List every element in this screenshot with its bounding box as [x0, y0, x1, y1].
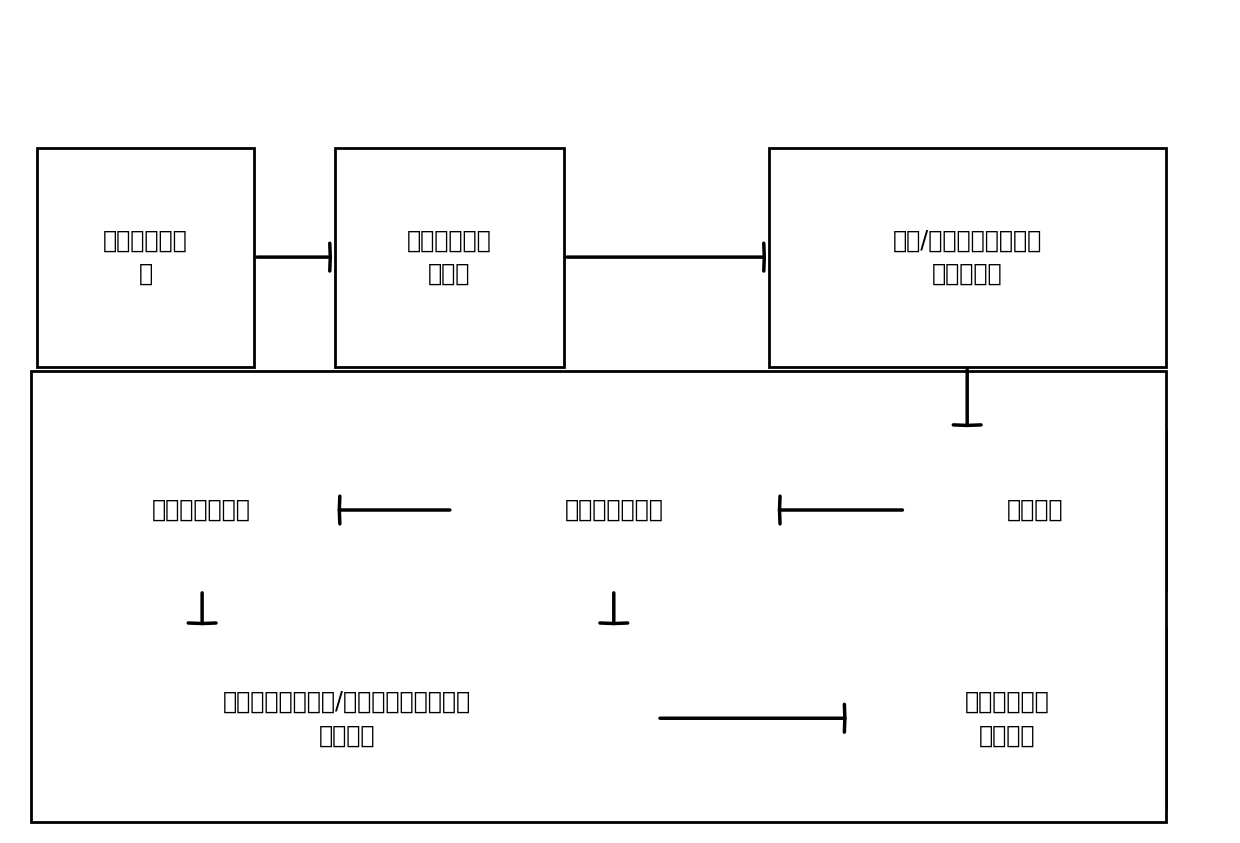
Text: 关键点利用射
钉定位: 关键点利用射 钉定位 [407, 228, 492, 286]
Text: 向外/向内一体化打印编
织纬线线材: 向外/向内一体化打印编 织纬线线材 [893, 228, 1042, 286]
Bar [37, 628, 657, 809]
Text: 关键点射钉定位: 关键点射钉定位 [564, 498, 663, 522]
Bar [31, 371, 1166, 822]
Bar [769, 148, 1166, 367]
Bar [905, 430, 1166, 590]
Bar [68, 430, 335, 590]
Text: 打印下一层，向外/向内一体化打印编织
纬线线材: 打印下一层，向外/向内一体化打印编织 纬线线材 [223, 690, 471, 748]
Bar [849, 628, 1166, 809]
Text: 逐层打印，形
成抗震柱: 逐层打印，形 成抗震柱 [965, 690, 1050, 748]
Bar [335, 148, 564, 367]
Text: 二层完成: 二层完成 [1007, 498, 1064, 522]
Text: 射钉处编制经线: 射钉处编制经线 [153, 498, 250, 522]
Bar [453, 430, 775, 590]
Bar [37, 148, 254, 367]
Text: 打印第一层基
体: 打印第一层基 体 [103, 228, 188, 286]
